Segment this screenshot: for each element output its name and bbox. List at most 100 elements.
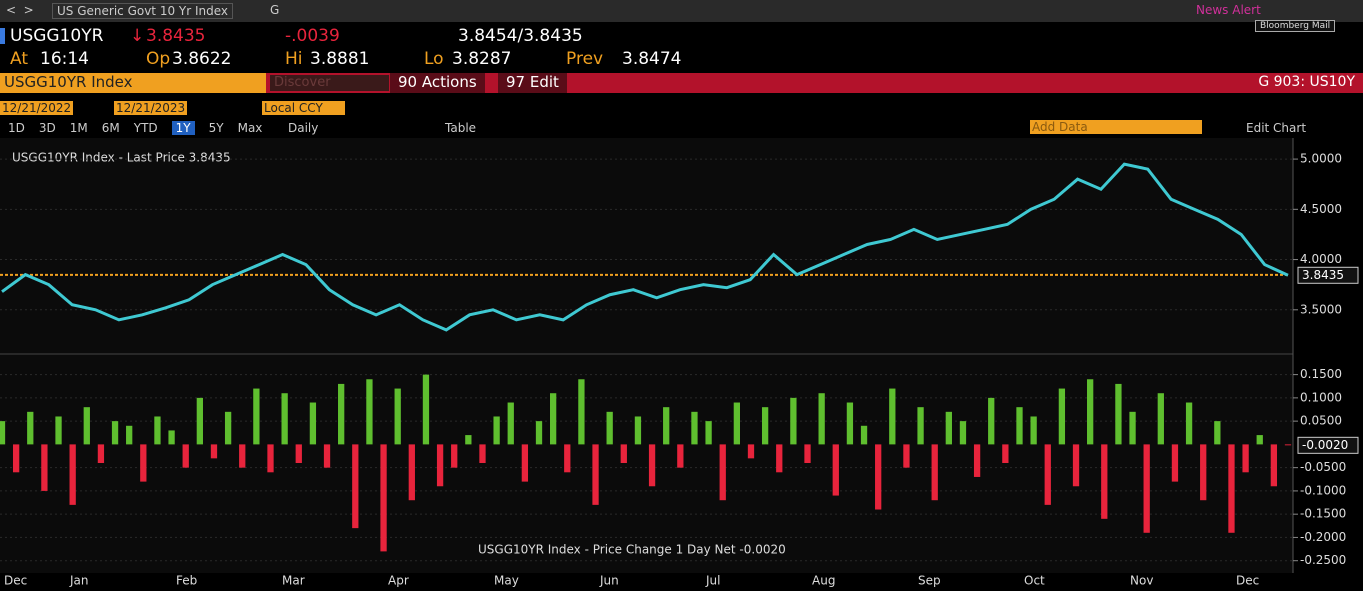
y-tick-label: 3.5000 (1300, 302, 1342, 316)
change-bar (564, 444, 571, 473)
change-bar (1072, 444, 1080, 487)
change-bar (83, 407, 90, 445)
month-label: May (494, 574, 519, 588)
y-tick-label: -0.2500 (1300, 553, 1346, 567)
period-button[interactable]: 1D (8, 121, 25, 135)
month-label: Sep (918, 574, 941, 588)
marker (0, 28, 5, 44)
change-bar (451, 444, 458, 468)
add-data[interactable]: Add Data (1030, 120, 1202, 134)
change-bar (931, 444, 938, 501)
change-bar (818, 393, 825, 445)
low-label: Lo (424, 49, 444, 69)
news-alert[interactable]: News Alert (1196, 3, 1261, 17)
change-bar (55, 416, 62, 445)
plot-bg (0, 138, 1293, 573)
change-bar (182, 444, 189, 468)
change-bar (648, 444, 656, 487)
change-bar (323, 444, 331, 468)
price-legend: USGG10YR Index - Last Price 3.8435 (12, 151, 231, 165)
change-bar (790, 397, 797, 445)
period-button[interactable]: 1M (69, 121, 88, 135)
change-bar (776, 444, 783, 473)
high-label: Hi (285, 49, 303, 69)
window-title[interactable]: US Generic Govt 10 Yr Index (52, 3, 234, 19)
change-bar (1185, 402, 1193, 445)
discover[interactable]: Discover (270, 75, 389, 91)
y-tick-label: 0.1500 (1300, 367, 1342, 381)
end-date[interactable]: 12/21/2023 (114, 101, 188, 115)
change-bar (1242, 444, 1249, 473)
function: G 903: US10Y (1258, 74, 1355, 90)
edit-chart[interactable]: Edit Chart (1246, 121, 1307, 135)
month-label: Aug (812, 574, 835, 588)
change-bar (578, 379, 585, 445)
view-menu[interactable]: G (270, 3, 280, 17)
nav-buttons[interactable]: < > (6, 3, 34, 17)
low: 3.8287 (452, 49, 512, 69)
change-bar (1058, 388, 1066, 445)
open-label: Op (146, 49, 171, 69)
change-bar (733, 402, 741, 445)
prev: 3.8474 (622, 49, 682, 69)
price-line (1, 162, 1289, 332)
change-bar (352, 444, 359, 529)
currency[interactable]: Local CCY (262, 101, 345, 115)
change: -.0039 (285, 26, 340, 46)
period-button[interactable]: 5Y (208, 121, 224, 135)
change-bar (309, 402, 317, 445)
change-bar (1002, 444, 1009, 463)
security[interactable]: USGG10YR Index (0, 73, 266, 93)
open: 3.8622 (172, 49, 232, 69)
change-bar (860, 425, 868, 445)
change-bar (224, 411, 232, 445)
period-button[interactable]: Max (237, 121, 263, 135)
frequency[interactable]: Daily (288, 121, 319, 135)
period-button[interactable]: 3D (38, 121, 56, 135)
change-bar (507, 402, 514, 445)
at-time: 16:14 (40, 49, 89, 69)
change-bar (875, 444, 882, 510)
change-bar (253, 388, 260, 445)
change-bar (1030, 416, 1037, 445)
y-tick-label: 4.5000 (1300, 202, 1342, 216)
arrow: ↓ (130, 26, 145, 46)
period-button[interactable]: 6M (101, 121, 120, 135)
edit[interactable]: 97 Edit (498, 73, 567, 93)
y-tick-label: -0.1500 (1300, 507, 1346, 521)
month-label: Jun (599, 574, 619, 588)
period-button[interactable]: YTD (133, 121, 158, 135)
change-bar (535, 421, 543, 445)
change-bar (126, 425, 133, 445)
change-bar (1228, 444, 1235, 533)
mail-button[interactable]: Bloomberg Mail (1255, 20, 1336, 32)
change-bar (69, 444, 76, 505)
y-tick-label: -0.1000 (1300, 483, 1346, 497)
change-bar (97, 444, 105, 463)
change-bar (140, 444, 147, 482)
change-bar (903, 444, 910, 468)
at-label: At (10, 49, 28, 69)
change-bar (1044, 444, 1051, 505)
month-label: Feb (176, 574, 197, 588)
change-bar (521, 444, 529, 482)
actions[interactable]: 90 Actions (390, 73, 485, 93)
change-bar (168, 430, 175, 445)
ticker: USGG10YR (10, 26, 104, 46)
change-bar (1087, 379, 1094, 445)
y-tick-label: -0.2000 (1300, 530, 1346, 544)
start-date[interactable]: 12/21/2022 (0, 101, 74, 115)
change-bar (988, 397, 995, 445)
table-button[interactable]: Table (445, 121, 477, 135)
change-bar (1143, 444, 1150, 533)
change-bar (408, 444, 415, 501)
y-tick-label: -0.0500 (1300, 460, 1346, 474)
change-bar (0, 421, 6, 445)
month-label: Dec (1236, 574, 1259, 588)
month-label: Apr (388, 574, 409, 588)
change-bar (436, 444, 444, 487)
change-bar (41, 444, 48, 491)
month-label: Jan (69, 574, 89, 588)
period-button[interactable]: 1Y (171, 121, 195, 135)
